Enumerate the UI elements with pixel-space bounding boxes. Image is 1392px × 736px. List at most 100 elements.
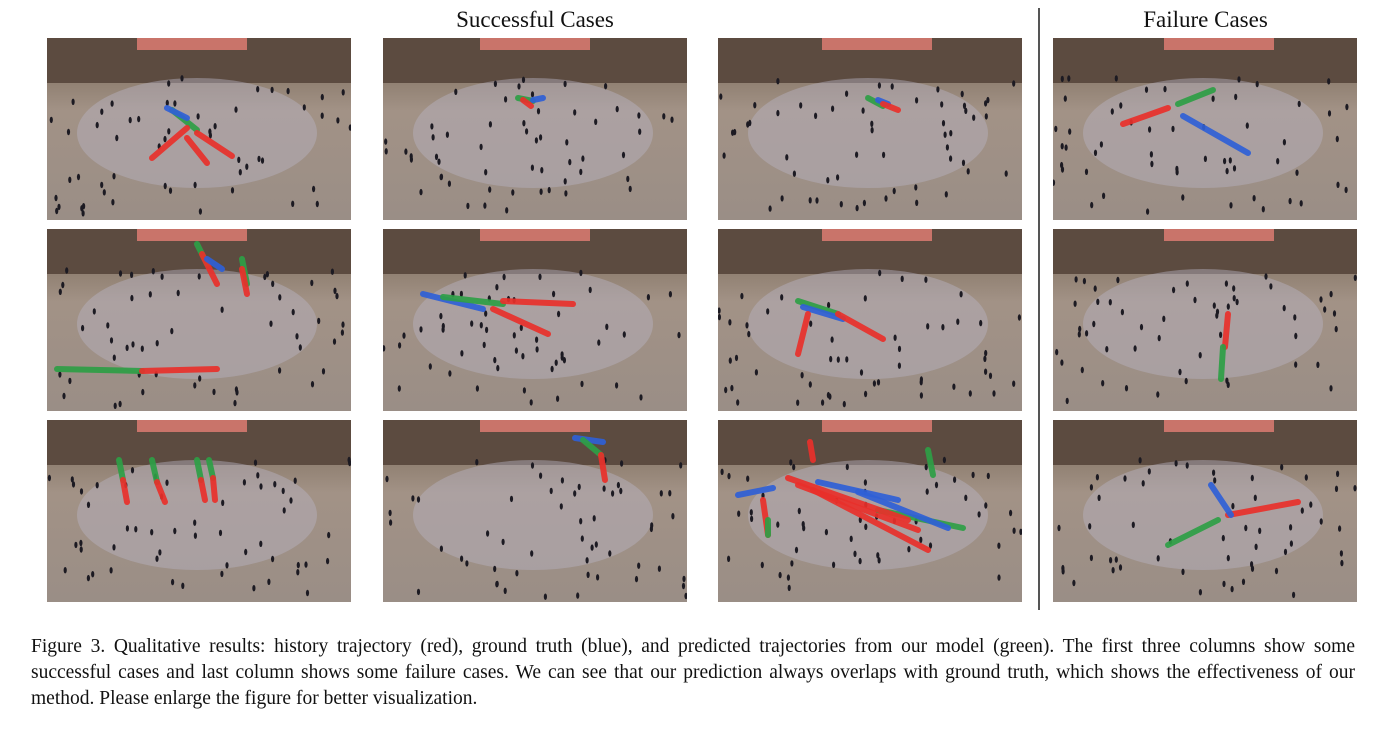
pedestrian bbox=[125, 525, 129, 532]
pedestrian bbox=[1057, 524, 1061, 532]
pedestrian bbox=[213, 123, 217, 130]
pedestrian bbox=[61, 281, 65, 289]
pedestrian bbox=[58, 371, 62, 378]
pedestrian bbox=[1156, 391, 1160, 398]
pedestrian bbox=[915, 97, 919, 104]
pedestrian bbox=[538, 273, 542, 280]
pedestrian bbox=[155, 340, 159, 347]
pedestrian bbox=[1289, 540, 1293, 547]
pedestrian bbox=[984, 113, 988, 120]
pedestrian bbox=[54, 194, 58, 202]
pedestrian bbox=[253, 459, 258, 466]
pedestrian bbox=[173, 100, 177, 107]
pedestrian bbox=[637, 562, 641, 569]
pedestrian bbox=[522, 387, 526, 394]
floor-light bbox=[748, 460, 988, 570]
pedestrian bbox=[552, 290, 556, 298]
pedestrian bbox=[776, 78, 780, 85]
history-trajectory bbox=[184, 135, 210, 166]
pedestrian bbox=[728, 319, 732, 326]
pedestrian bbox=[586, 571, 590, 578]
pedestrian bbox=[384, 138, 388, 145]
pedestrian bbox=[662, 113, 666, 120]
pedestrian bbox=[128, 116, 132, 124]
history-trajectory bbox=[239, 266, 250, 297]
pedestrian bbox=[511, 189, 515, 196]
pedestrian bbox=[434, 153, 439, 160]
pedestrian bbox=[193, 519, 197, 526]
pedestrian bbox=[465, 560, 469, 567]
pedestrian bbox=[530, 164, 534, 171]
pedestrian bbox=[861, 107, 865, 114]
pedestrian bbox=[493, 356, 497, 364]
history-trajectory bbox=[149, 125, 190, 161]
pedestrian bbox=[397, 385, 401, 392]
pedestrian bbox=[1230, 585, 1234, 593]
pedestrian bbox=[1254, 543, 1258, 550]
pedestrian bbox=[230, 187, 235, 194]
pedestrian bbox=[1017, 314, 1021, 321]
pedestrian bbox=[956, 318, 960, 325]
pedestrian bbox=[459, 290, 463, 298]
pedestrian bbox=[86, 574, 90, 582]
pedestrian bbox=[244, 548, 248, 556]
pedestrian bbox=[212, 388, 216, 396]
pedestrian bbox=[1133, 345, 1137, 352]
pedestrian bbox=[1274, 567, 1279, 575]
pedestrian bbox=[718, 313, 721, 321]
pedestrian bbox=[884, 195, 888, 202]
pedestrian bbox=[102, 189, 106, 196]
pedestrian bbox=[790, 560, 794, 567]
pedestrian bbox=[796, 399, 800, 406]
pedestrian bbox=[1300, 507, 1304, 514]
pedestrian bbox=[983, 355, 987, 362]
pedestrian bbox=[785, 154, 789, 161]
pedestrian bbox=[327, 531, 331, 539]
floor-light bbox=[413, 460, 653, 570]
pedestrian bbox=[163, 182, 167, 190]
pedestrian bbox=[568, 158, 572, 166]
flag-banner bbox=[137, 229, 247, 241]
failure-cases-heading: Failure Cases bbox=[1143, 7, 1268, 32]
pedestrian bbox=[439, 312, 443, 320]
pedestrian bbox=[554, 359, 558, 366]
pedestrian bbox=[233, 399, 237, 407]
success-case-panel bbox=[383, 38, 687, 220]
pedestrian bbox=[657, 565, 661, 572]
pedestrian bbox=[296, 569, 300, 576]
pedestrian bbox=[384, 148, 388, 155]
success-case-panel bbox=[47, 38, 351, 220]
pedestrian bbox=[1096, 298, 1100, 305]
pedestrian bbox=[1353, 485, 1357, 492]
pedestrian bbox=[1085, 330, 1089, 337]
pedestrian bbox=[845, 90, 849, 97]
pedestrian bbox=[1280, 464, 1284, 471]
scene-overlay bbox=[1053, 229, 1357, 405]
ground-truth-trajectory bbox=[1180, 113, 1251, 156]
pedestrian bbox=[679, 462, 683, 469]
pedestrian bbox=[940, 101, 944, 108]
pedestrian bbox=[281, 487, 285, 495]
pedestrian bbox=[1213, 477, 1217, 484]
pedestrian bbox=[1110, 108, 1114, 115]
pedestrian bbox=[876, 552, 880, 559]
pedestrian bbox=[1261, 206, 1265, 213]
pedestrian bbox=[560, 477, 564, 484]
pedestrian bbox=[271, 555, 275, 563]
pedestrian bbox=[109, 337, 114, 344]
pedestrian bbox=[445, 131, 449, 138]
pedestrian bbox=[953, 476, 957, 483]
scene-overlay bbox=[718, 229, 1022, 408]
pedestrian bbox=[535, 336, 539, 343]
pedestrian bbox=[1282, 139, 1286, 146]
pedestrian bbox=[776, 521, 780, 528]
pedestrian bbox=[141, 388, 145, 396]
pedestrian bbox=[1060, 143, 1064, 150]
pedestrian bbox=[167, 128, 171, 135]
pedestrian bbox=[158, 549, 162, 556]
pedestrian bbox=[549, 487, 553, 495]
pedestrian bbox=[615, 382, 619, 389]
pedestrian bbox=[74, 541, 78, 549]
pedestrian bbox=[333, 287, 337, 294]
pedestrian bbox=[389, 519, 393, 526]
